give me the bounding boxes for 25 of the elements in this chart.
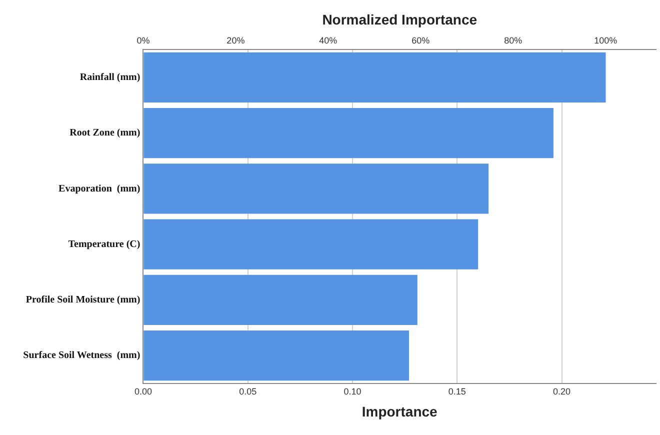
x2-tick-label: 60% — [412, 36, 430, 46]
x2-axis-title: Normalized Importance — [322, 11, 478, 28]
bar — [144, 274, 418, 325]
y-tick-label: Root Zone (mm) — [70, 128, 140, 139]
x2-tick-label: 0% — [136, 36, 150, 46]
y-tick-label: Profile Soil Moisture (mm) — [26, 294, 140, 306]
bar — [144, 330, 410, 381]
x-tick-label: 0.00 — [134, 386, 152, 396]
x2-tick-label: 40% — [319, 36, 338, 46]
bar — [144, 219, 478, 270]
x-tick-label: 0.10 — [344, 386, 362, 396]
x2-tick-label: 20% — [226, 36, 245, 46]
bar — [144, 164, 489, 214]
x-tick-label: 0.15 — [448, 386, 466, 396]
y-tick-label: Temperature (C) — [68, 238, 140, 250]
x-tick-label: 0.20 — [553, 386, 571, 396]
x2-tick-label: 100% — [594, 36, 618, 46]
bar — [144, 108, 554, 158]
x-tick-label: 0.05 — [239, 386, 257, 396]
x2-tick-label: 80% — [504, 36, 522, 46]
x-axis-title: Importance — [362, 403, 438, 420]
bar — [144, 52, 606, 102]
y-tick-label: Rainfall (mm) — [80, 72, 140, 83]
y-tick-label: Surface Soil Wetness (mm) — [23, 350, 140, 362]
y-tick-label: Evaporation (mm) — [58, 183, 140, 194]
